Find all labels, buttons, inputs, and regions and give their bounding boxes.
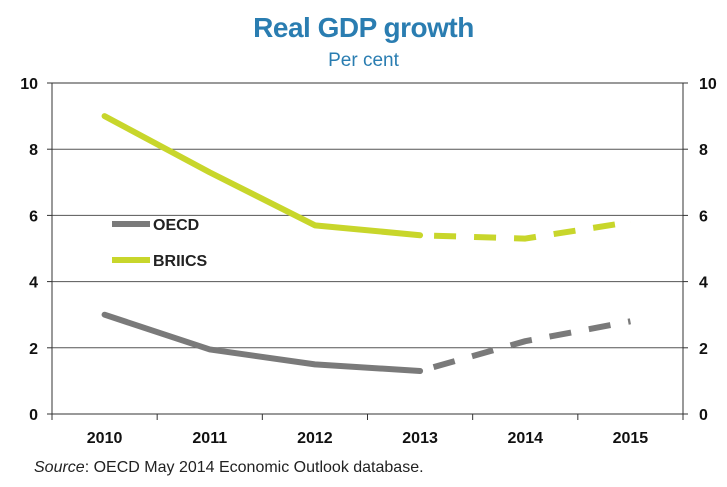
briics-line-actual [101,113,424,239]
y-tick-label-left: 2 [29,341,38,358]
y-tick-label-left: 0 [29,407,38,424]
gridlines [52,148,683,349]
x-tick-label: 2012 [297,430,333,447]
x-axis: 2010 2011 2012 2013 2014 2015 [51,414,684,447]
series-lines [101,113,631,374]
chart-title: Real GDP growth [253,12,474,43]
x-tick-label: 2015 [613,430,649,447]
source-text: : OECD May 2014 Economic Outlook databas… [84,459,424,476]
oecd-line-actual [101,311,424,374]
y-tick-label-right: 10 [699,76,717,93]
briics-line-projection [419,219,631,242]
y-axis-right: 0 2 4 6 8 10 [683,76,717,424]
y-tick-label-left: 8 [29,142,38,159]
legend-label: BRIICS [153,253,208,270]
x-tick-label: 2010 [87,430,123,447]
x-tick-label: 2014 [507,430,543,447]
y-tick-label-right: 4 [699,275,708,292]
y-tick-label-left: 10 [20,76,38,93]
x-tick-label: 2013 [402,430,438,447]
legend: OECD BRIICS [112,217,208,270]
source-note: Source: OECD May 2014 Economic Outlook d… [34,459,424,477]
y-tick-label-right: 6 [699,208,708,225]
y-tick-label-right: 8 [699,142,708,159]
x-tick-label: 2011 [192,430,227,447]
y-tick-label-right: 2 [699,341,708,358]
chart-subtitle: Per cent [328,50,399,71]
y-axis-left: 0 2 4 6 8 10 [20,76,52,424]
source-prefix: Source [34,459,85,476]
plot-frame [51,82,684,415]
y-tick-label-left: 4 [29,275,38,292]
oecd-line-projection [419,318,631,374]
legend-label: OECD [153,217,199,234]
y-tick-label-left: 6 [29,208,38,225]
y-tick-label-right: 0 [699,407,708,424]
